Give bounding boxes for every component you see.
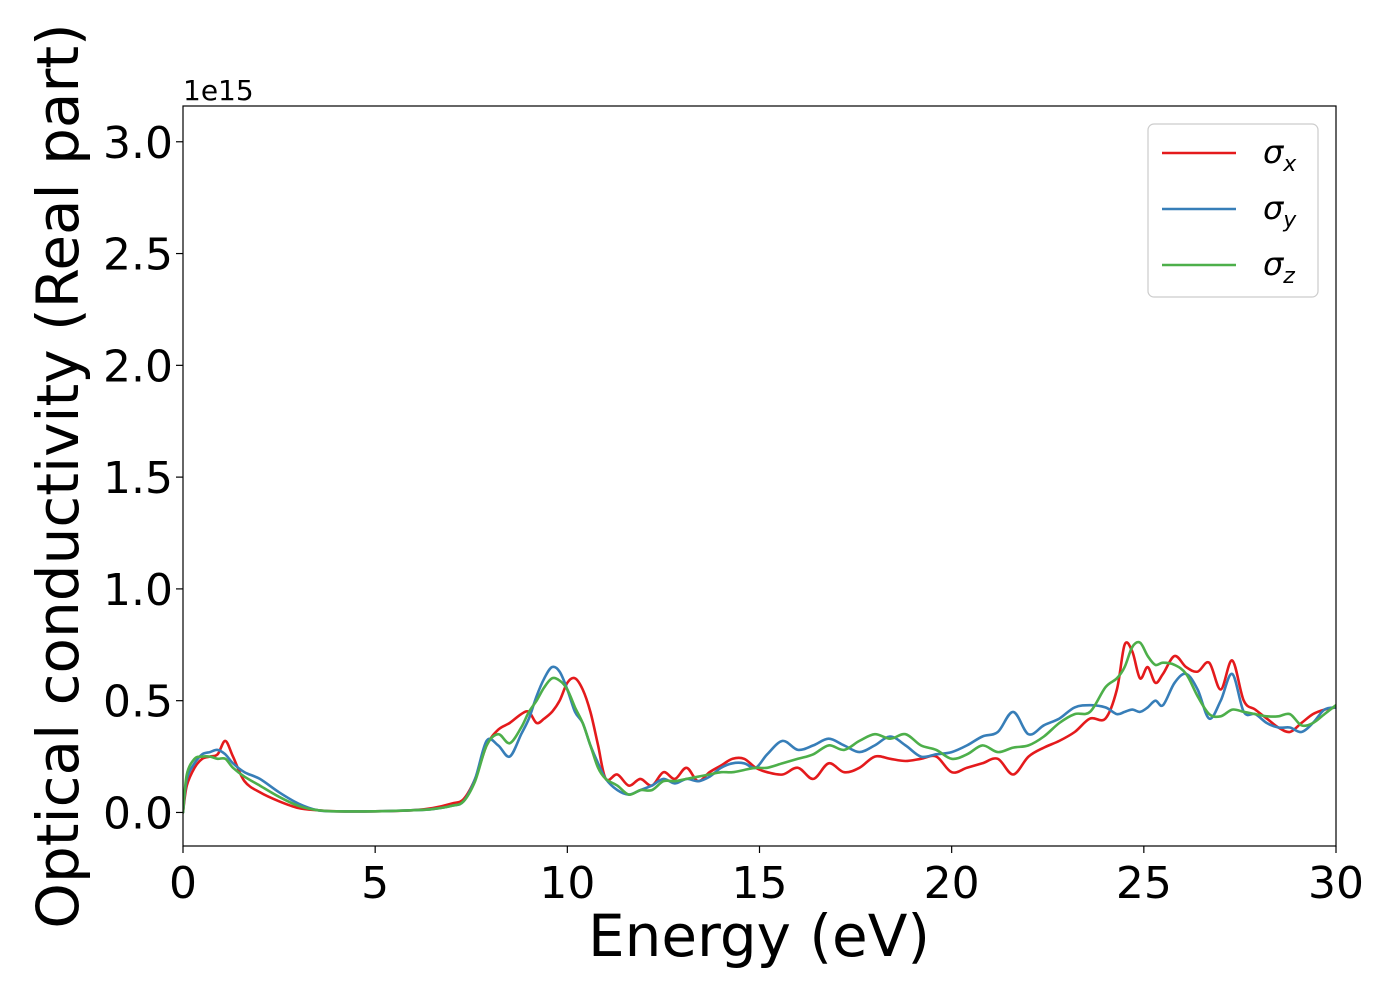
series-line-y bbox=[183, 665, 1336, 814]
y-tick-label: 0.0 bbox=[103, 788, 173, 839]
y-tick-label: 2.0 bbox=[103, 341, 173, 392]
x-tick-label: 30 bbox=[1308, 858, 1364, 909]
x-tick-label: 10 bbox=[539, 858, 595, 909]
y-tick-label: 1.5 bbox=[103, 453, 173, 504]
x-tick-label: 0 bbox=[169, 858, 197, 909]
y-tick-label: 2.5 bbox=[103, 230, 173, 281]
legend-label-x: σx bbox=[1263, 133, 1297, 177]
y-offset-label: 1e15 bbox=[183, 74, 254, 107]
y-tick-label: 0.5 bbox=[103, 677, 173, 728]
y-tick-label: 1.0 bbox=[103, 565, 173, 616]
legend-label-z: σz bbox=[1263, 245, 1295, 289]
x-tick-label: 15 bbox=[732, 858, 788, 909]
x-axis-label: Energy (eV) bbox=[588, 902, 930, 970]
y-axis-label: Optical conductivity (Real part) bbox=[24, 23, 92, 928]
x-tick-label: 25 bbox=[1116, 858, 1172, 909]
x-tick-label: 5 bbox=[361, 858, 389, 909]
x-tick-label: 20 bbox=[924, 858, 980, 909]
legend-box bbox=[1147, 123, 1319, 298]
legend-label-y: σy bbox=[1263, 189, 1297, 233]
y-tick-label: 3.0 bbox=[103, 118, 173, 169]
series-line-x bbox=[183, 641, 1336, 814]
legend: σx σy σz bbox=[1147, 123, 1319, 298]
series-line-z bbox=[183, 640, 1336, 814]
